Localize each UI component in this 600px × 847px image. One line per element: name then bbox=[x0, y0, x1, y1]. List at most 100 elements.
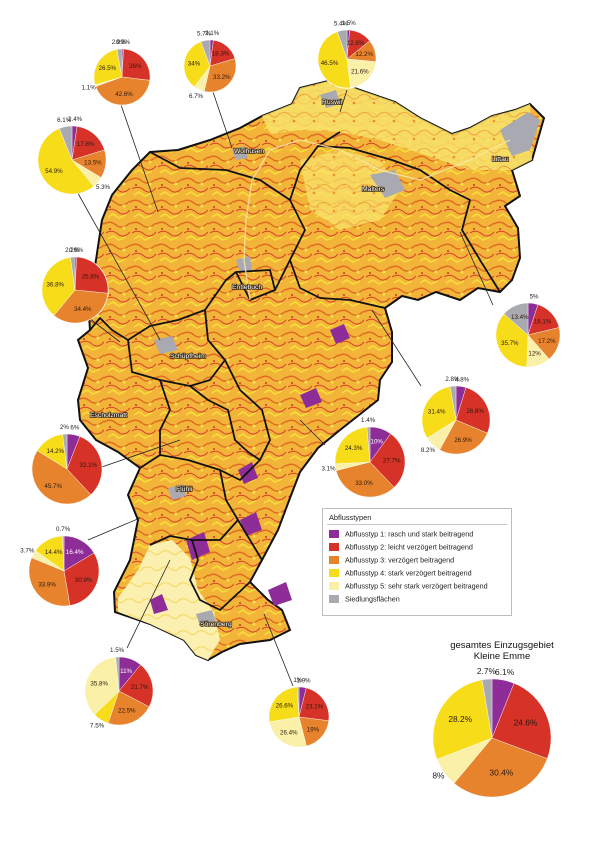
pie-slice-10-typ3 bbox=[28, 557, 71, 607]
pie-slice-10-siedlung bbox=[62, 535, 65, 572]
pie-label-total-typ1: 6.1% bbox=[495, 667, 515, 677]
total-title-line1: gesamtes Einzugsgebiet bbox=[450, 640, 554, 651]
pie-label-total-typ3: 30.4% bbox=[489, 767, 513, 777]
pie-label-2-siedlung: 5.7% bbox=[197, 31, 212, 38]
legend-label-typ5: Abflusstyp 5: sehr stark verzögert beitr… bbox=[345, 581, 488, 591]
pie-label-8-typ5: 3.1% bbox=[321, 465, 336, 472]
pie-label-total-typ5: 8% bbox=[432, 771, 445, 781]
place-ruswil: Ruswil bbox=[322, 99, 343, 106]
pie-slice-7-siedlung bbox=[449, 385, 457, 421]
legend-swatch-typ1 bbox=[329, 530, 339, 539]
pie-label-total-typ2: 24.6% bbox=[514, 717, 538, 727]
pie-label-7-typ3: 26.9% bbox=[454, 437, 472, 444]
pie-slice-9-typ3 bbox=[31, 450, 92, 505]
legend: Abflusstypen Abflusstyp 1: rasch und sta… bbox=[322, 508, 512, 616]
pie-label-8-typ4: 24.3% bbox=[345, 445, 363, 452]
pie-chart-3: 1.5% 12.8% 12.2% 21.6% 46.5% 5.4% bbox=[317, 20, 377, 89]
pie-label-1-typ5: 1.1% bbox=[82, 85, 97, 92]
pie-slice-1-typ2 bbox=[121, 48, 151, 81]
pie-chart-total: 6.1% 24.6% 30.4% 8% 28.2% 2.7% bbox=[432, 666, 552, 798]
pie-slice-5-typ3 bbox=[53, 289, 109, 324]
pie-slice-1-typ3 bbox=[95, 76, 151, 106]
pie-label-6-typ1: 5% bbox=[530, 294, 539, 301]
pie-label-2-typ4: 34% bbox=[188, 61, 201, 68]
pie-label-10-typ1: 16.4% bbox=[66, 549, 84, 556]
pie-label-2-typ5: 6.7% bbox=[189, 93, 204, 100]
pie-label-7-typ4: 31.4% bbox=[428, 408, 446, 415]
legend-item-typ2: Abflusstyp 2: leicht verzögert beitragen… bbox=[329, 542, 473, 552]
pie-slice-9-siedlung bbox=[62, 433, 68, 470]
legend-title: Abflusstypen bbox=[329, 513, 372, 522]
legend-swatch-typ5 bbox=[329, 582, 339, 591]
pie-slice-12-typ4 bbox=[268, 686, 300, 723]
place-soerenberg: Sörenberg bbox=[200, 621, 232, 628]
pie-slice-11-typ2 bbox=[118, 664, 154, 708]
pie-slice-4-typ4 bbox=[37, 128, 94, 195]
pie-label-12-typ5: 26.4% bbox=[280, 730, 298, 737]
pie-label-9-typ2: 32.1% bbox=[80, 462, 98, 469]
pie-slice-12-typ5 bbox=[269, 716, 307, 748]
pie-slice-3-typ5 bbox=[346, 58, 377, 89]
pie-slice-4-siedlung bbox=[59, 125, 73, 161]
pie-label-2-typ2: 18.3% bbox=[212, 51, 230, 58]
pie-slice-total-typ2 bbox=[491, 683, 552, 759]
place-labels: Ruswil Wolhusen Littau Malters Entlebuch… bbox=[89, 98, 509, 629]
total-pie-title: gesamtes Einzugsgebiet Kleine Emme bbox=[420, 640, 584, 662]
pie-slice-5-typ2 bbox=[74, 256, 109, 294]
pie-label-total-siedlung: 2.7% bbox=[477, 666, 497, 676]
legend-item-typ5: Abflusstyp 5: sehr stark verzögert beitr… bbox=[329, 581, 488, 591]
pie-label-9-typ3: 45.7% bbox=[44, 483, 62, 490]
pie-slice-6-siedlung bbox=[503, 302, 529, 336]
pie-label-12-typ2: 23.1% bbox=[306, 704, 324, 711]
pie-slice-1-typ4 bbox=[93, 49, 123, 85]
pie-label-10-typ4: 14.4% bbox=[45, 549, 63, 556]
place-littau: Littau bbox=[492, 156, 509, 163]
pie-label-11-siedlung: 1.5% bbox=[110, 647, 125, 654]
pie-label-1-typ3: 42.6% bbox=[115, 91, 133, 98]
pie-slice-5-siedlung bbox=[70, 256, 76, 291]
place-entlebuch: Entlebuch bbox=[232, 284, 262, 291]
pie-chart-10: 16.4% 30.9% 33.9% 3.7% 14.4% 0.7% bbox=[20, 526, 100, 607]
pie-label-total-typ4: 28.2% bbox=[448, 714, 472, 724]
pie-label-7-typ2: 26.8% bbox=[466, 408, 484, 415]
pie-slice-1-siedlung bbox=[116, 48, 123, 78]
place-malters: Malters bbox=[362, 186, 385, 193]
pie-charts: 0.9% 26% 42.6% 1.1% 26.5% 2.9% 2.1% 18.3% 33.2% 6… bbox=[20, 20, 561, 798]
pie-slice-3-siedlung bbox=[337, 29, 348, 60]
pie-label-12-typ4: 26.6% bbox=[276, 702, 294, 709]
place-schuepfheim: Schüpfheim bbox=[170, 353, 206, 360]
lowland-yellow-area-2 bbox=[300, 150, 400, 230]
pie-label-6-siedlung: 13.4% bbox=[511, 314, 529, 321]
pie-label-11-typ1: 11% bbox=[120, 668, 132, 675]
pie-label-4-typ4: 54.9% bbox=[45, 168, 63, 175]
pie-slice-total-typ3 bbox=[453, 737, 548, 798]
place-wolhusen: Wolhusen bbox=[234, 148, 264, 155]
pie-label-10-siedlung: 0.7% bbox=[56, 526, 71, 533]
legend-label-typ1: Abflusstyp 1: rasch und stark beitragend bbox=[345, 529, 474, 539]
pie-slice-8-typ4 bbox=[334, 426, 371, 465]
pie-label-4-typ5: 5.3% bbox=[96, 184, 111, 191]
place-fluehli: Flühli bbox=[176, 486, 193, 493]
legend-swatch-typ3 bbox=[329, 556, 339, 565]
pie-label-1-typ4: 26.5% bbox=[99, 65, 117, 72]
pie-label-3-typ5: 21.6% bbox=[351, 69, 369, 76]
pie-label-9-siedlung: 2% bbox=[60, 424, 69, 431]
pie-label-5-typ2: 25.8% bbox=[82, 274, 100, 281]
pie-label-3-typ4: 46.5% bbox=[321, 60, 339, 67]
pie-label-5-typ1: 0.8% bbox=[69, 247, 84, 254]
pie-slice-8-typ2 bbox=[369, 433, 406, 488]
subcatchment-boundaries bbox=[89, 131, 501, 611]
pie-chart-7: 4.8% 26.8% 26.9% 8.2% 31.4% 2.8% bbox=[421, 376, 491, 455]
pie-label-12-siedlung: 1% bbox=[293, 677, 302, 684]
pie-slice-11-typ3 bbox=[107, 690, 150, 726]
pie-label-11-typ2: 21.7% bbox=[131, 684, 149, 691]
legend-swatch-typ4 bbox=[329, 569, 339, 578]
pie-label-10-typ5: 3.7% bbox=[20, 548, 35, 555]
place-escholzmatt: Escholzmatt bbox=[90, 412, 127, 419]
pie-chart-6: 5% 16.1% 17.2% 12% 35.7% 13.4% bbox=[495, 294, 561, 368]
pie-label-9-typ4: 14.2% bbox=[47, 448, 65, 455]
legend-swatch-typ2 bbox=[329, 543, 339, 552]
pie-label-7-typ5: 8.2% bbox=[421, 447, 436, 454]
pie-label-8-typ2: 27.7% bbox=[383, 458, 401, 465]
pie-label-10-typ2: 30.9% bbox=[75, 577, 93, 584]
